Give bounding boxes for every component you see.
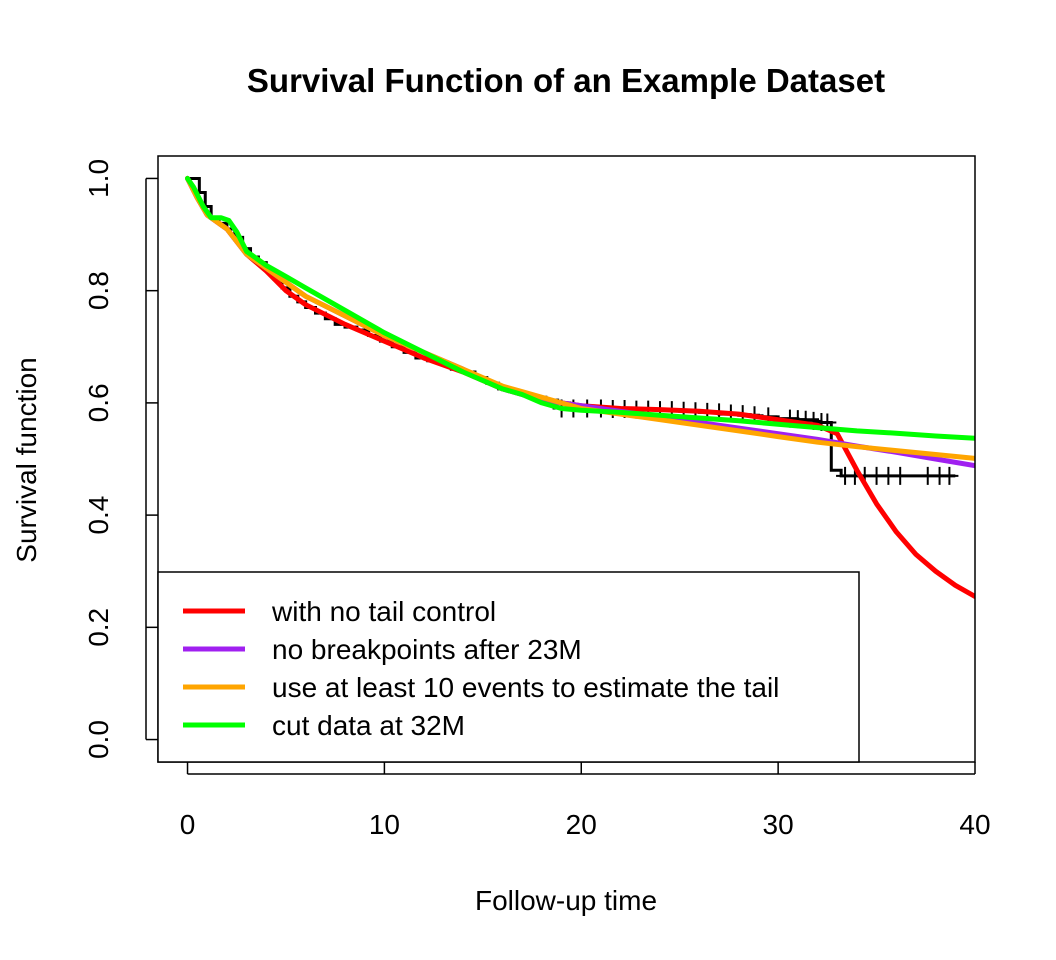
series-line-1 xyxy=(185,175,975,599)
chart-title: Survival Function of an Example Dataset xyxy=(247,62,885,99)
legend-box xyxy=(157,571,860,763)
legend-label: no breakpoints after 23M xyxy=(272,634,582,665)
x-tick-label: 40 xyxy=(959,809,990,840)
y-tick-label: 0.8 xyxy=(83,271,114,310)
y-tick-label: 0.2 xyxy=(83,608,114,647)
series-line-3 xyxy=(185,175,975,461)
censor-mark xyxy=(891,466,910,485)
censor-mark xyxy=(940,466,959,485)
y-tick-label: 0.6 xyxy=(83,383,114,422)
x-tick-label: 30 xyxy=(763,809,794,840)
y-axis-label: Survival function xyxy=(11,357,42,562)
legend-label: with no tail control xyxy=(271,596,496,627)
x-axis-label: Follow-up time xyxy=(475,885,657,916)
y-tick-label: 0.4 xyxy=(83,496,114,535)
legend: with no tail control no breakpoints after… xyxy=(157,571,860,763)
legend-label: cut data at 32M xyxy=(272,710,465,741)
series-line-2 xyxy=(185,175,975,469)
series-line-4 xyxy=(185,175,975,441)
x-tick-label: 10 xyxy=(369,809,400,840)
x-tick-label: 0 xyxy=(180,809,196,840)
plot-area: 0 10 20 30 40 0.0 0.2 0.4 0.6 0.8 1.0 with no tail … xyxy=(83,155,991,840)
legend-label: use at least 10 events to estimate the t… xyxy=(272,672,779,703)
data-layer xyxy=(185,175,975,599)
y-tick-label: 0.0 xyxy=(83,720,114,759)
x-tick-label: 20 xyxy=(566,809,597,840)
y-tick-label: 1.0 xyxy=(83,159,114,198)
